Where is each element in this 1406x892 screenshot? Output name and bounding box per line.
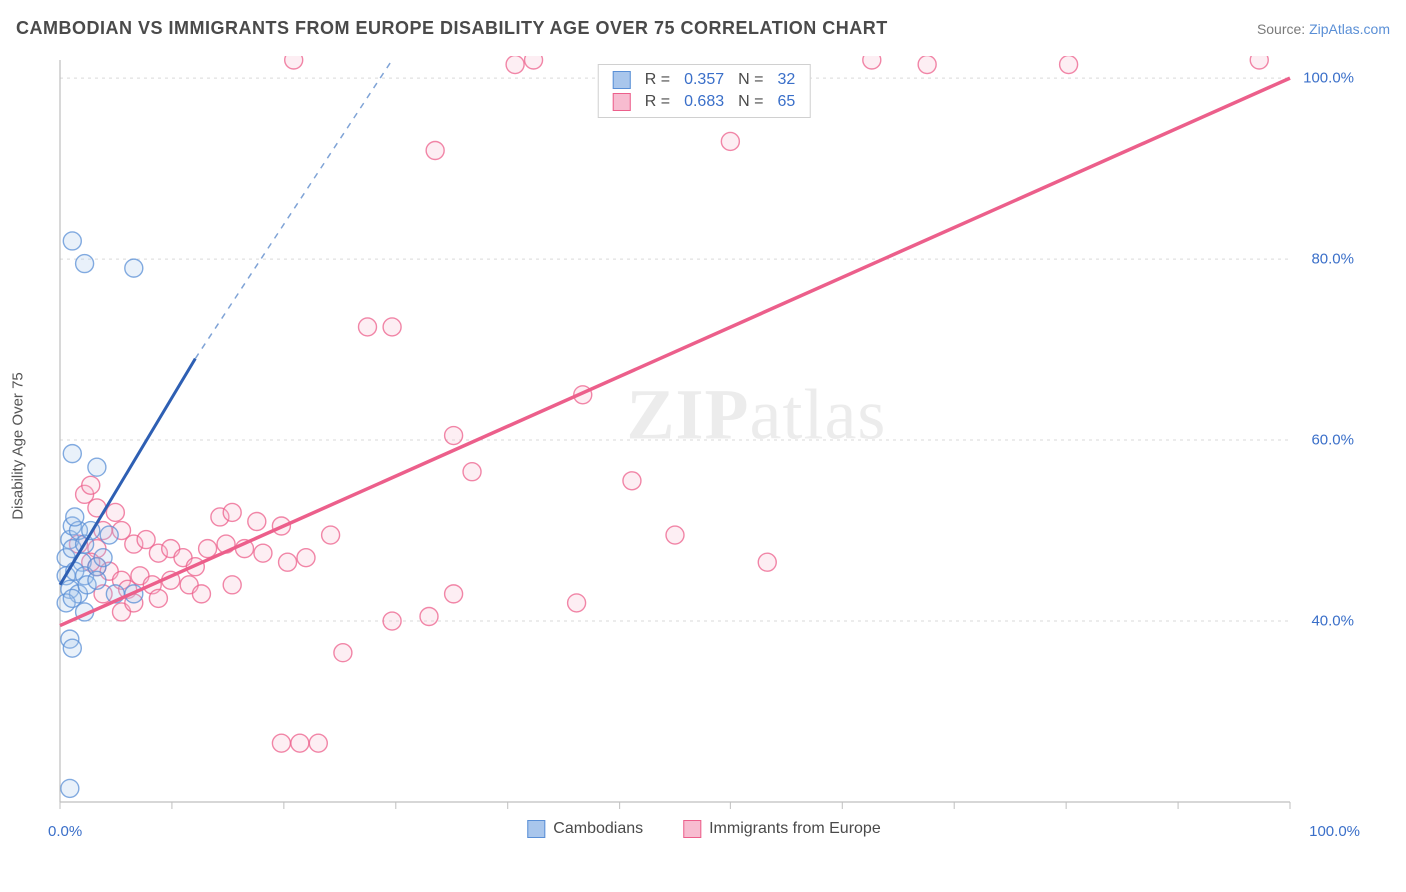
n-label: N =: [738, 71, 763, 89]
legend-stats-row: R = 0.683 N = 65: [599, 91, 810, 113]
y-tick-label: 40.0%: [1311, 613, 1354, 630]
r-label: R =: [645, 71, 670, 89]
chart-title: CAMBODIAN VS IMMIGRANTS FROM EUROPE DISA…: [16, 18, 888, 39]
y-tick-label: 80.0%: [1311, 251, 1354, 268]
r-label: R =: [645, 93, 670, 111]
scatter-plot: [48, 56, 1360, 836]
y-tick-label: 100.0%: [1303, 70, 1354, 87]
source-attribution: Source: ZipAtlas.com: [1257, 21, 1390, 37]
x-axis-max-label: 100.0%: [1309, 823, 1360, 840]
source-link[interactable]: ZipAtlas.com: [1309, 21, 1390, 37]
legend-label: Immigrants from Europe: [709, 820, 881, 838]
r-value: 0.683: [684, 93, 724, 111]
source-prefix: Source:: [1257, 21, 1309, 37]
series-swatch-cambodians: [613, 71, 631, 89]
n-value: 32: [777, 71, 795, 89]
x-axis-min-label: 0.0%: [48, 823, 82, 840]
legend-item-europe: Immigrants from Europe: [683, 820, 881, 838]
legend-item-cambodians: Cambodians: [527, 820, 643, 838]
r-value: 0.357: [684, 71, 724, 89]
series-swatch-europe: [683, 820, 701, 838]
legend-stats-row: R = 0.357 N = 32: [599, 69, 810, 91]
legend-label: Cambodians: [553, 820, 643, 838]
legend-stats-box: R = 0.357 N = 32 R = 0.683 N = 65: [598, 64, 811, 118]
y-tick-label: 60.0%: [1311, 432, 1354, 449]
bottom-legend: Cambodians Immigrants from Europe: [527, 820, 880, 838]
series-swatch-cambodians: [527, 820, 545, 838]
series-swatch-europe: [613, 93, 631, 111]
n-value: 65: [777, 93, 795, 111]
n-label: N =: [738, 93, 763, 111]
chart-area: Disability Age Over 75 ZIPatlas R = 0.35…: [48, 56, 1360, 836]
chart-header: CAMBODIAN VS IMMIGRANTS FROM EUROPE DISA…: [16, 18, 1390, 39]
y-axis-label: Disability Age Over 75: [10, 372, 27, 520]
